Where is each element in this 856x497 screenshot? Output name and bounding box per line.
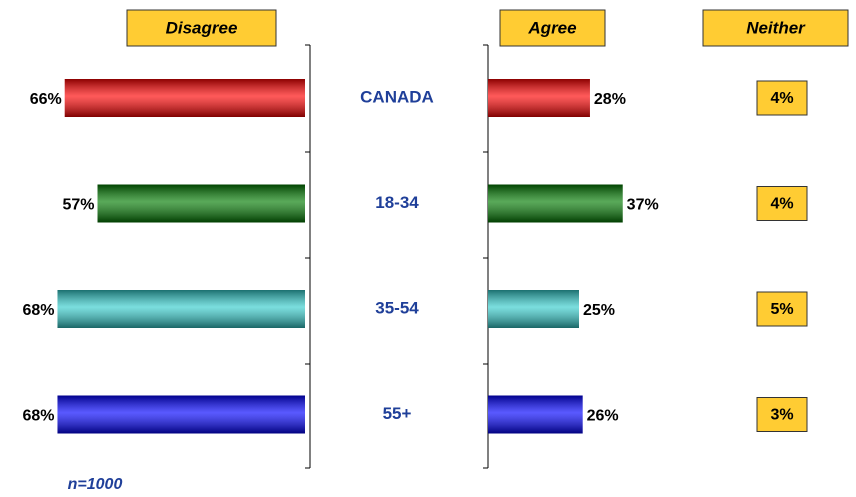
neither-box	[756, 291, 808, 327]
bar-shine	[97, 184, 306, 223]
header-label: Neither	[746, 18, 806, 37]
value-label: 66%	[30, 91, 62, 108]
category-label: 18-34	[375, 193, 419, 212]
bar-shine	[488, 184, 623, 223]
value-label: 4%	[770, 90, 793, 107]
header-box	[702, 9, 849, 47]
sample-note: n=1000	[68, 476, 123, 493]
category-label: CANADA	[360, 87, 434, 106]
value-label: 28%	[594, 91, 626, 108]
neither-box	[756, 80, 808, 116]
header-label: Agree	[527, 18, 576, 37]
bar-shine	[64, 79, 305, 117]
bar-shine	[488, 290, 579, 328]
neither-box	[756, 186, 808, 221]
bar-shine	[57, 290, 306, 328]
neither-box	[756, 397, 808, 432]
value-label: 57%	[62, 197, 94, 214]
category-label: 55+	[383, 404, 412, 423]
value-label: 5%	[770, 301, 793, 318]
bar-shine	[488, 79, 590, 117]
value-label: 26%	[587, 408, 619, 425]
bar-shine	[57, 395, 306, 434]
value-label: 25%	[583, 302, 615, 319]
value-label: 68%	[22, 408, 54, 425]
header-box	[126, 9, 277, 47]
value-label: 3%	[770, 407, 793, 424]
header-label: Disagree	[166, 18, 238, 37]
value-label: 68%	[22, 302, 54, 319]
header-box	[499, 9, 606, 47]
bar-shine	[488, 395, 583, 434]
category-label: 35-54	[375, 298, 419, 317]
value-label: 37%	[627, 197, 659, 214]
value-label: 4%	[770, 196, 793, 213]
